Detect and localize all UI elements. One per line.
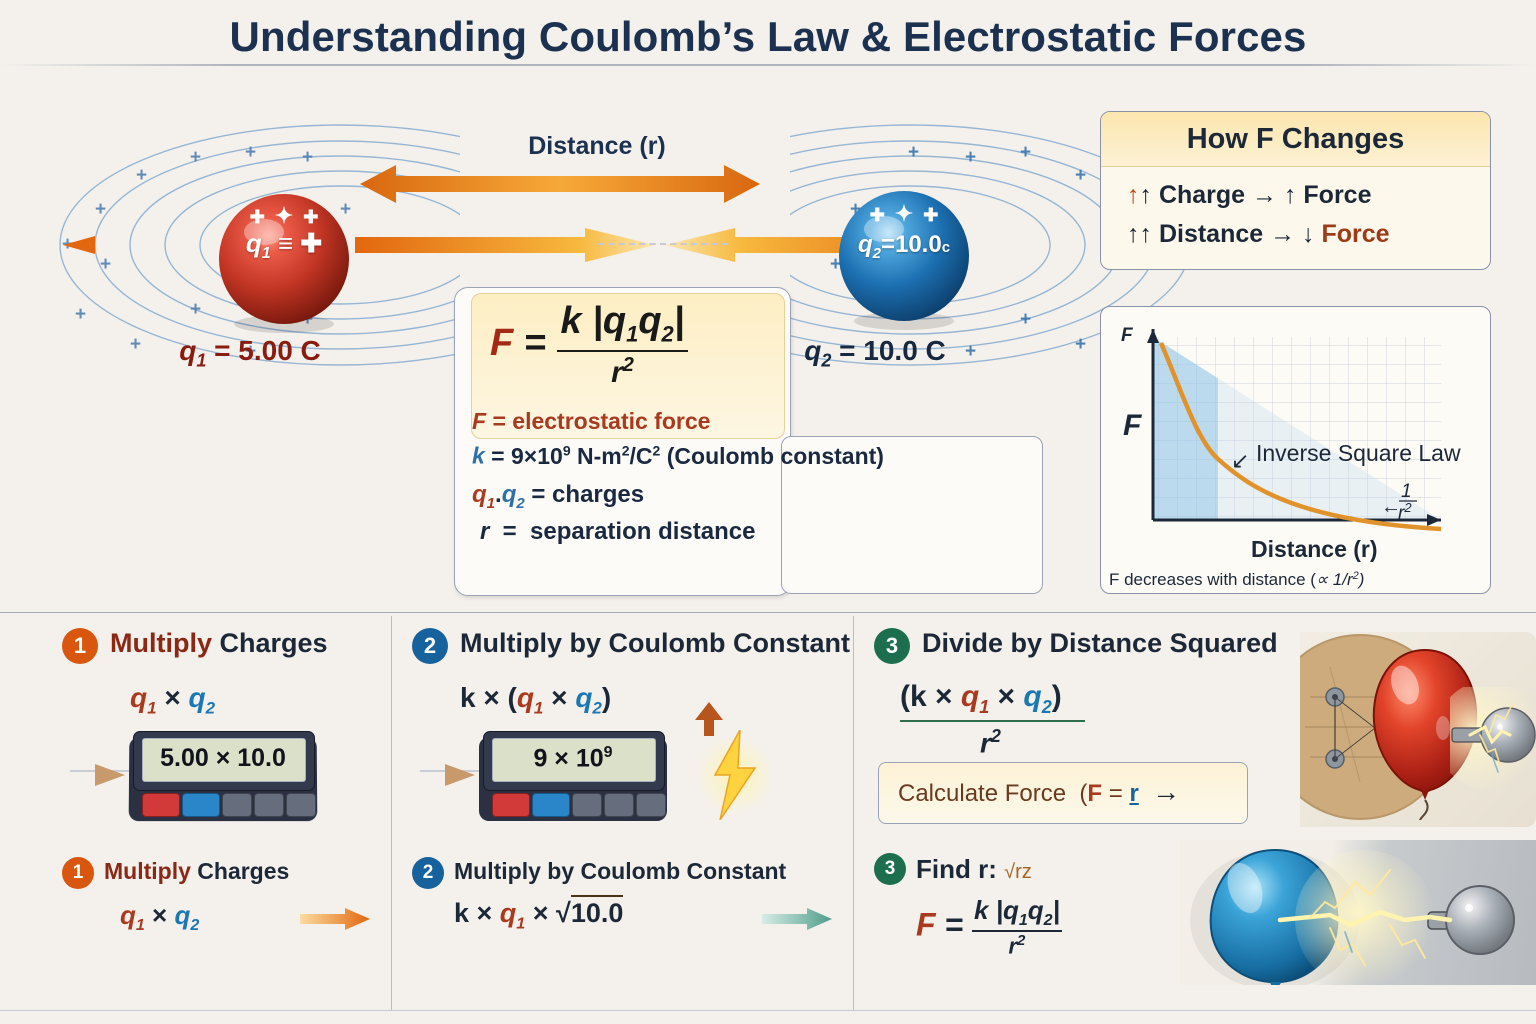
svg-text:+: + — [302, 147, 313, 168]
svg-text:+: + — [965, 147, 976, 168]
svg-text:+: + — [908, 142, 919, 163]
svg-text:Distance (r): Distance (r) — [1251, 536, 1378, 562]
svg-text:F: F — [1123, 409, 1142, 442]
svg-text:+: + — [1020, 309, 1031, 330]
svg-text:+: + — [1020, 142, 1031, 163]
svg-text:+: + — [1075, 165, 1086, 186]
svg-text:+: + — [75, 304, 86, 325]
svg-text:+: + — [136, 165, 147, 186]
svg-text:+: + — [190, 299, 201, 320]
svg-text:F: F — [1121, 325, 1134, 346]
svg-text:+: + — [95, 199, 106, 220]
svg-text:F decreases with distance (∝ 1: F decreases with distance (∝ 1/r2) — [1109, 570, 1364, 589]
svg-text:+: + — [245, 142, 256, 163]
svg-text:Inverse Square Law: Inverse Square Law — [1256, 440, 1461, 466]
svg-text:↙: ↙ — [1231, 448, 1249, 473]
svg-text:+: + — [190, 147, 201, 168]
svg-text:+: + — [1075, 334, 1086, 355]
